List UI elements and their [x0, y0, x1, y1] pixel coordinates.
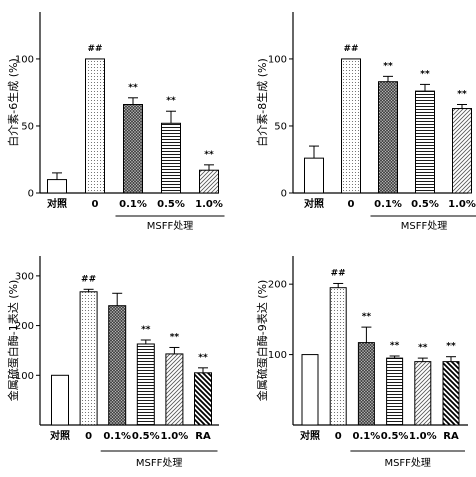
y-tick-label: 200	[268, 280, 287, 291]
category-label: 0.1%	[374, 199, 402, 210]
category-label: 0	[85, 431, 92, 442]
y-axis-label: 金属硫蛋白酶-1表达 (%)	[6, 280, 20, 402]
significance-marker: **	[128, 83, 138, 93]
category-label: 1.0%	[161, 431, 189, 442]
y-axis-label: 金属硫蛋白酶-9表达 (%)	[255, 280, 269, 402]
y-tick-label: 200	[15, 321, 34, 332]
category-label: 0	[348, 199, 355, 210]
category-label: 0	[92, 199, 99, 210]
category-label: 对照	[50, 429, 70, 442]
bar-0.5%	[415, 90, 435, 194]
y-tick-label: 100	[15, 371, 34, 382]
bar-1.0%	[414, 361, 432, 426]
bar-0.5%	[386, 357, 404, 426]
category-label: 对照	[304, 197, 324, 210]
significance-marker: **	[418, 343, 428, 353]
significance-marker: **	[204, 150, 214, 160]
significance-marker: ##	[81, 274, 96, 284]
bar-0	[341, 58, 361, 194]
bar-0.1%	[123, 104, 143, 194]
y-tick-label: 300	[15, 271, 34, 282]
group-label: MSFF处理	[384, 457, 430, 469]
category-label: 0.5%	[381, 431, 409, 442]
category-label: 0.5%	[132, 431, 160, 442]
bar-0	[79, 291, 98, 426]
bar-0	[329, 287, 347, 426]
y-tick-label: 50	[21, 121, 34, 132]
y-tick-label: 100	[268, 350, 287, 361]
y-tick-label: 50	[274, 121, 287, 132]
category-label: 0.5%	[157, 199, 185, 210]
bar-对照	[47, 179, 67, 194]
y-tick-label: 0	[281, 189, 287, 200]
significance-marker: **	[390, 341, 400, 351]
y-axis-label: 白介素-6生成 (%)	[6, 58, 20, 147]
group-label: MSFF处理	[401, 220, 447, 232]
significance-marker: ##	[343, 44, 358, 54]
significance-marker: **	[170, 332, 180, 342]
bar-对照	[301, 354, 319, 426]
significance-marker: **	[420, 69, 430, 79]
bar-RA	[442, 361, 460, 426]
y-tick-label: 0	[28, 189, 34, 200]
category-label: RA	[195, 431, 211, 442]
category-label: 0.5%	[411, 199, 439, 210]
significance-marker: **	[198, 353, 208, 363]
category-label: 1.0%	[448, 199, 476, 210]
significance-marker: ##	[87, 44, 102, 54]
bar-0.5%	[136, 343, 155, 426]
bar-1.0%	[199, 169, 219, 194]
category-label: 对照	[300, 429, 320, 442]
category-label: 1.0%	[195, 199, 223, 210]
bar-1.0%	[452, 108, 472, 194]
bar-RA	[194, 372, 212, 426]
bar-1.0%	[165, 353, 184, 426]
category-label: 1.0%	[409, 431, 437, 442]
category-label: 0.1%	[103, 431, 131, 442]
group-label: MSFF处理	[136, 457, 182, 469]
y-axis-label: 白介素-8生成 (%)	[255, 58, 269, 147]
category-label: 0.1%	[119, 199, 147, 210]
significance-marker: **	[362, 312, 372, 322]
bar-0.1%	[378, 81, 398, 194]
bar-对照	[304, 157, 324, 194]
significance-marker: **	[446, 342, 456, 352]
bar-0.5%	[161, 122, 181, 194]
significance-marker: **	[141, 325, 151, 335]
y-tick-label: 100	[15, 54, 34, 65]
significance-marker: **	[457, 90, 467, 100]
bar-0	[85, 58, 105, 194]
category-label: 对照	[47, 197, 67, 210]
bar-对照	[51, 374, 69, 426]
category-label: RA	[443, 431, 459, 442]
bar-0.1%	[357, 342, 375, 426]
category-label: 0.1%	[353, 431, 381, 442]
significance-marker: ##	[331, 268, 346, 278]
significance-marker: **	[383, 61, 393, 71]
bar-0.1%	[108, 305, 127, 426]
significance-marker: **	[166, 96, 176, 106]
category-label: 0	[335, 431, 342, 442]
group-label: MSFF处理	[147, 220, 193, 232]
y-tick-label: 100	[268, 54, 287, 65]
